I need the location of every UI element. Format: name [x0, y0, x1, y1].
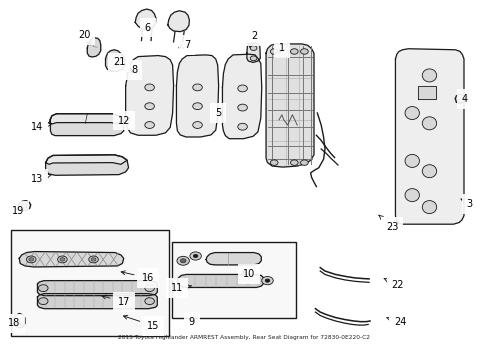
Text: 7: 7 — [179, 40, 190, 50]
Text: 23: 23 — [378, 215, 397, 231]
Circle shape — [91, 258, 96, 261]
Text: 2015 Toyota Highlander ARMREST Assembly, Rear Seat Diagram for 72830-0E220-C2: 2015 Toyota Highlander ARMREST Assembly,… — [118, 335, 370, 340]
Text: 12: 12 — [117, 116, 130, 126]
Text: 14: 14 — [31, 122, 52, 132]
Text: 21: 21 — [113, 58, 125, 67]
FancyBboxPatch shape — [171, 242, 296, 318]
Circle shape — [26, 256, 36, 263]
Circle shape — [290, 160, 298, 165]
Circle shape — [264, 279, 269, 282]
Circle shape — [180, 259, 185, 263]
Polygon shape — [14, 314, 25, 328]
Text: 2: 2 — [249, 31, 257, 47]
Circle shape — [300, 160, 307, 165]
Circle shape — [58, 256, 67, 263]
Circle shape — [144, 84, 154, 91]
Circle shape — [300, 49, 307, 54]
Polygon shape — [50, 114, 123, 136]
Circle shape — [60, 258, 64, 261]
Text: 17: 17 — [102, 295, 130, 307]
Circle shape — [192, 84, 202, 91]
Text: 1: 1 — [278, 43, 285, 53]
Text: 11: 11 — [171, 283, 191, 293]
Ellipse shape — [404, 154, 419, 167]
Circle shape — [189, 252, 201, 260]
Circle shape — [237, 104, 247, 111]
Circle shape — [237, 123, 247, 130]
Circle shape — [192, 122, 202, 129]
Polygon shape — [135, 9, 156, 30]
FancyBboxPatch shape — [11, 230, 168, 336]
Polygon shape — [265, 44, 313, 167]
Text: 6: 6 — [144, 23, 150, 32]
Circle shape — [192, 103, 202, 110]
Circle shape — [29, 258, 34, 261]
Circle shape — [39, 285, 48, 292]
Text: 9: 9 — [188, 318, 194, 327]
Text: 20: 20 — [78, 30, 91, 45]
Circle shape — [89, 256, 98, 263]
Polygon shape — [87, 38, 101, 57]
Polygon shape — [395, 49, 463, 224]
Polygon shape — [222, 54, 261, 139]
Circle shape — [270, 160, 278, 165]
Ellipse shape — [422, 69, 436, 82]
Polygon shape — [454, 94, 464, 103]
Circle shape — [193, 254, 198, 258]
Text: 3: 3 — [460, 199, 472, 209]
Text: 24: 24 — [386, 317, 406, 327]
Circle shape — [261, 276, 273, 285]
Ellipse shape — [404, 189, 419, 202]
Polygon shape — [49, 114, 123, 124]
Polygon shape — [167, 11, 189, 32]
Circle shape — [250, 46, 256, 50]
Circle shape — [177, 256, 189, 265]
Polygon shape — [125, 55, 173, 135]
Text: 4: 4 — [455, 94, 467, 104]
Polygon shape — [177, 274, 263, 287]
Ellipse shape — [422, 117, 436, 130]
Polygon shape — [206, 253, 261, 265]
Ellipse shape — [422, 201, 436, 213]
Text: 16: 16 — [121, 271, 154, 283]
Circle shape — [144, 285, 154, 292]
Text: 19: 19 — [12, 206, 24, 216]
Circle shape — [144, 103, 154, 110]
Polygon shape — [246, 43, 260, 62]
Polygon shape — [19, 252, 123, 267]
Polygon shape — [38, 294, 157, 309]
Text: 5: 5 — [215, 108, 221, 118]
Circle shape — [21, 204, 27, 208]
Polygon shape — [38, 280, 157, 296]
Polygon shape — [45, 155, 127, 164]
Text: 13: 13 — [31, 174, 51, 184]
Ellipse shape — [422, 165, 436, 178]
Ellipse shape — [404, 107, 419, 120]
Circle shape — [250, 56, 256, 61]
Circle shape — [144, 298, 154, 305]
Text: 22: 22 — [383, 279, 403, 290]
Circle shape — [237, 85, 247, 92]
Polygon shape — [176, 55, 218, 137]
Circle shape — [270, 49, 278, 54]
Text: 15: 15 — [123, 315, 159, 331]
Polygon shape — [18, 201, 31, 211]
Polygon shape — [417, 86, 435, 99]
Circle shape — [39, 298, 48, 305]
Polygon shape — [45, 155, 128, 175]
Text: 8: 8 — [131, 65, 137, 75]
Text: 10: 10 — [242, 269, 255, 279]
Circle shape — [290, 49, 298, 54]
Polygon shape — [105, 50, 124, 71]
Text: 18: 18 — [8, 318, 20, 328]
Circle shape — [144, 122, 154, 129]
